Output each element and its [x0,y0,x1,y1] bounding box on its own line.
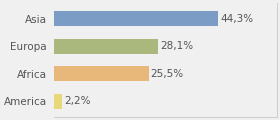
Bar [54,11,218,26]
Text: 28,1%: 28,1% [160,41,193,51]
Text: 44,3%: 44,3% [220,14,253,24]
Bar [54,94,62,109]
Bar [54,39,158,54]
Bar [54,66,149,81]
Text: 2,2%: 2,2% [64,96,91,106]
Text: 25,5%: 25,5% [151,69,184,79]
